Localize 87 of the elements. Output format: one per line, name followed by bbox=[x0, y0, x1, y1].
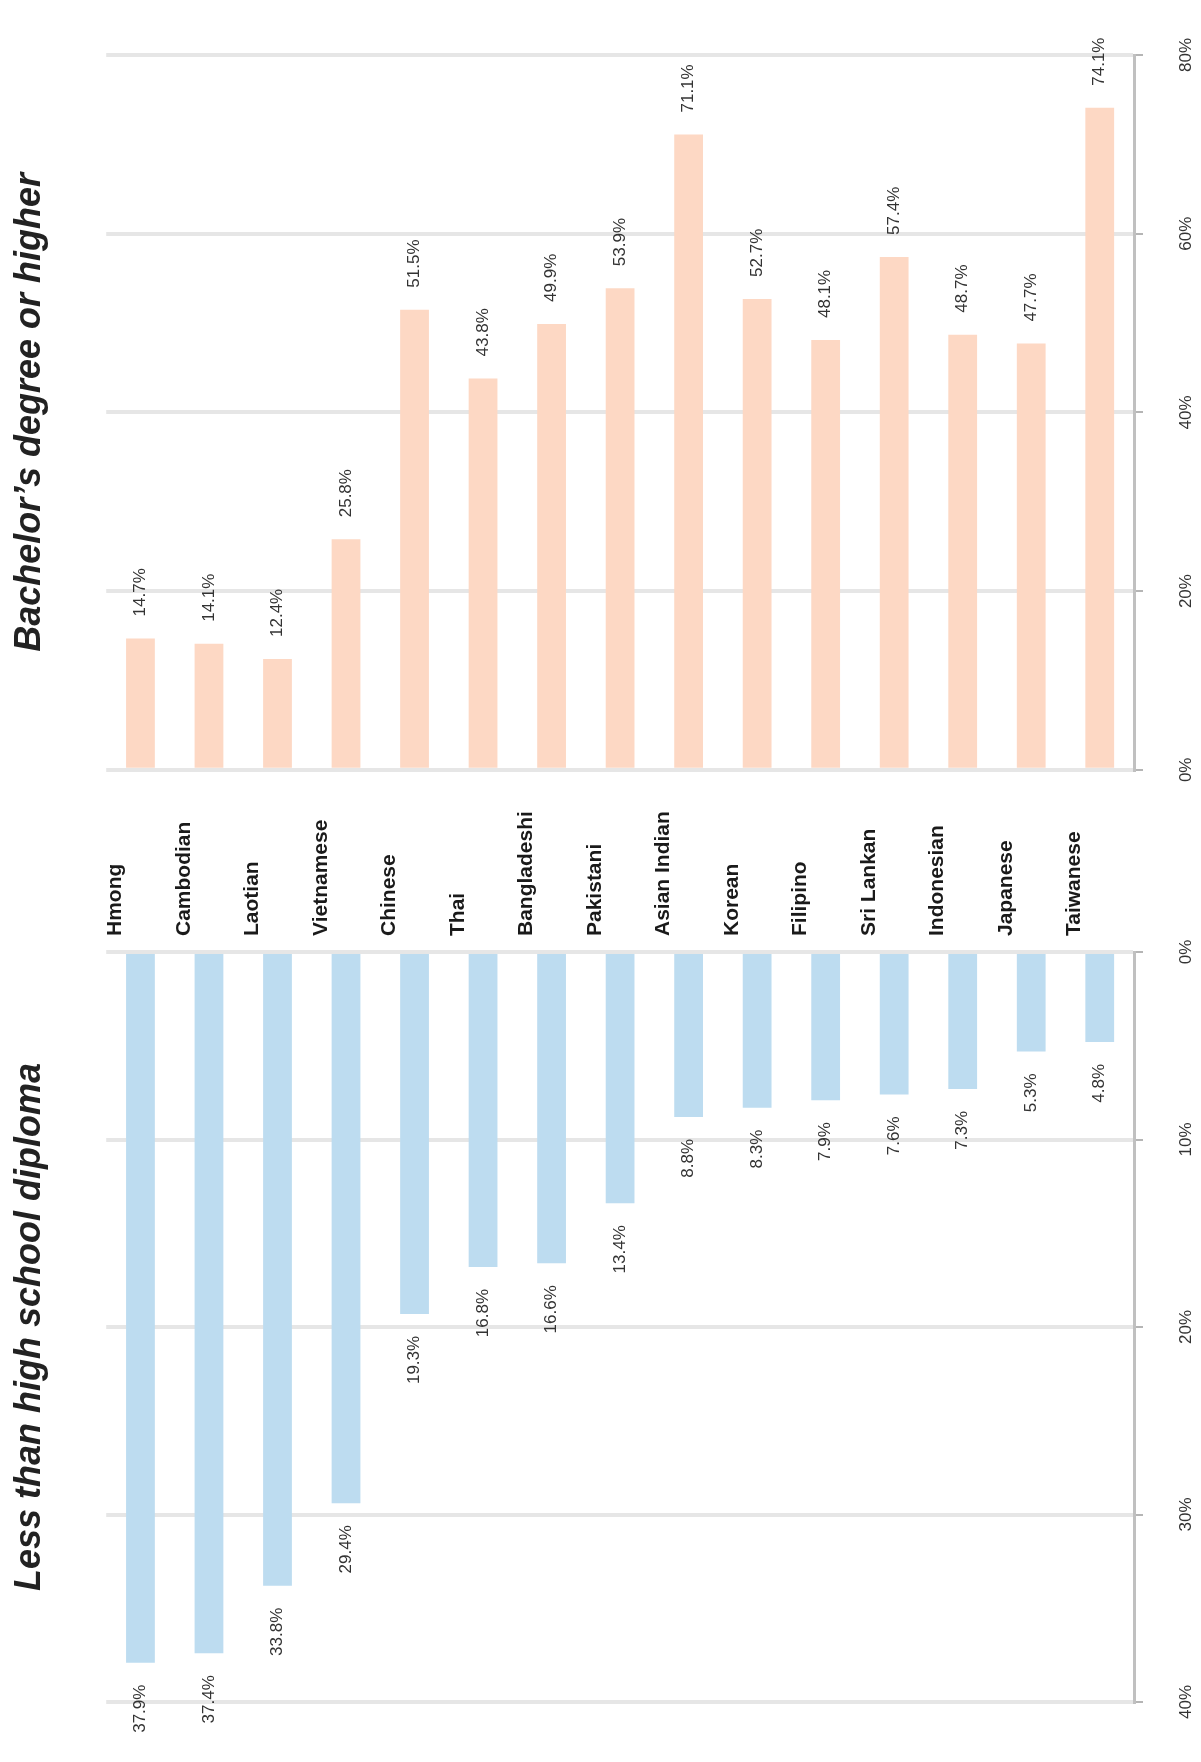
bar bbox=[1085, 954, 1115, 1042]
x-tick-label: Cambodian bbox=[170, 821, 194, 936]
data-label: 43.8% bbox=[472, 308, 492, 357]
data-label: 12.4% bbox=[267, 588, 287, 638]
data-label: 8.3% bbox=[746, 1129, 766, 1169]
bar bbox=[126, 954, 155, 1663]
y-tick-label: 0% bbox=[1175, 939, 1195, 965]
y-tick-label: 20% bbox=[1175, 574, 1195, 609]
bar bbox=[400, 954, 429, 1314]
data-label: 49.9% bbox=[541, 253, 561, 302]
x-tick-label: Indonesian bbox=[924, 825, 948, 936]
x-tick-label: Sri Lankan bbox=[855, 828, 879, 936]
data-label: 16.6% bbox=[541, 1285, 561, 1334]
bar bbox=[537, 323, 566, 768]
y-tick-label: 20% bbox=[1175, 1309, 1195, 1345]
data-label: 5.3% bbox=[1020, 1073, 1040, 1113]
bar bbox=[605, 954, 635, 1204]
bar bbox=[948, 334, 978, 768]
bar bbox=[263, 954, 292, 1586]
bar bbox=[674, 134, 704, 768]
x-tick-label: Asian Indian bbox=[650, 811, 674, 936]
x-tick-label: Bangladeshi bbox=[513, 811, 537, 936]
y-tick-label: 30% bbox=[1175, 1497, 1195, 1532]
data-label: 8.8% bbox=[678, 1139, 698, 1178]
text: Bachelor’s degree or higher bbox=[6, 171, 48, 652]
x-tick-label: Vietnamese bbox=[307, 819, 331, 936]
bar bbox=[948, 954, 978, 1089]
data-label: 51.5% bbox=[404, 239, 424, 288]
y-tick-label: 40% bbox=[1175, 395, 1195, 430]
data-label: 7.9% bbox=[815, 1122, 835, 1161]
bar bbox=[400, 309, 429, 768]
x-tick-label: Chinese bbox=[376, 854, 400, 936]
bar bbox=[194, 643, 224, 768]
data-label: 53.9% bbox=[609, 218, 629, 267]
bar bbox=[811, 954, 841, 1101]
bar bbox=[331, 539, 361, 768]
data-label: 14.7% bbox=[130, 568, 150, 617]
data-label: 33.8% bbox=[267, 1607, 287, 1656]
data-label: 37.4% bbox=[198, 1675, 218, 1724]
data-label: 16.8% bbox=[472, 1289, 492, 1338]
y-tick-label: 0% bbox=[1175, 757, 1195, 783]
data-label: 14.1% bbox=[198, 573, 218, 622]
x-tick-label: Laotian bbox=[239, 861, 263, 936]
bar bbox=[811, 340, 841, 768]
x-tick-label: Thai bbox=[444, 892, 468, 936]
x-tick-label: Filipino bbox=[787, 861, 811, 936]
bar bbox=[1016, 954, 1046, 1052]
bar bbox=[742, 954, 772, 1108]
data-label: 29.4% bbox=[335, 1525, 355, 1574]
x-tick-label: Pakistani bbox=[581, 843, 605, 936]
y-tick-label: 10% bbox=[1175, 1122, 1195, 1157]
bar bbox=[742, 298, 772, 768]
bar bbox=[1016, 343, 1046, 768]
bar bbox=[126, 638, 155, 768]
data-label: 74.1% bbox=[1089, 37, 1109, 86]
x-tick-label: Taiwanese bbox=[1061, 831, 1085, 936]
data-label: 37.9% bbox=[130, 1684, 150, 1733]
data-label: 7.6% bbox=[883, 1116, 903, 1156]
bar bbox=[879, 256, 909, 768]
bar bbox=[331, 954, 361, 1504]
data-label: 13.4% bbox=[609, 1225, 629, 1274]
x-tick-label: Hmong bbox=[102, 863, 126, 936]
bar bbox=[605, 288, 635, 768]
x-tick-label: Korean bbox=[718, 863, 742, 936]
bar bbox=[194, 954, 224, 1654]
data-label: 48.7% bbox=[952, 264, 972, 313]
bar bbox=[674, 954, 704, 1117]
bar bbox=[263, 659, 292, 768]
bar bbox=[1085, 107, 1115, 768]
data-label: 47.7% bbox=[1020, 273, 1040, 322]
data-label: 25.8% bbox=[335, 469, 355, 518]
bar bbox=[468, 378, 498, 768]
data-label: 57.4% bbox=[883, 186, 903, 235]
data-label: 48.1% bbox=[815, 269, 835, 319]
bar bbox=[537, 954, 566, 1264]
bar bbox=[468, 954, 498, 1267]
bar bbox=[879, 954, 909, 1095]
data-label: 4.8% bbox=[1089, 1064, 1109, 1103]
data-label: 71.1% bbox=[678, 64, 698, 113]
x-tick-label: Japanese bbox=[992, 840, 1016, 936]
y-tick-label: 60% bbox=[1175, 216, 1195, 251]
data-label: 19.3% bbox=[404, 1335, 424, 1385]
data-label: 52.7% bbox=[746, 228, 766, 277]
y-tick-label: 40% bbox=[1175, 1684, 1195, 1720]
data-label: 7.3% bbox=[952, 1110, 972, 1150]
y-tick-label: 80% bbox=[1175, 37, 1195, 73]
text: Less than high school diploma bbox=[6, 1062, 48, 1592]
